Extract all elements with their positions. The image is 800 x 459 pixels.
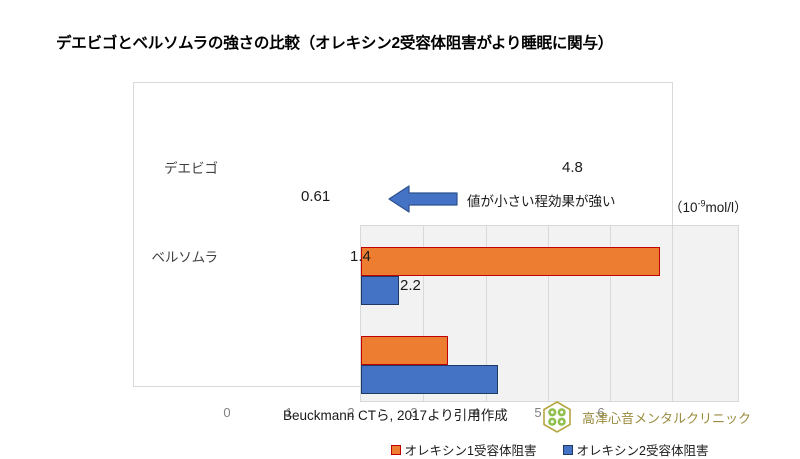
category-label-belsomra: ベルソムラ (151, 250, 218, 265)
bar-belsomra-orexin1[interactable] (361, 336, 448, 365)
xtick-5: 5 (534, 405, 542, 420)
xtick-1: 1 (285, 405, 293, 420)
xtick-4: 4 (472, 405, 480, 420)
bar-value-belsomra-orexin2: 2.2 (400, 277, 421, 294)
bar-debigo-orexin2[interactable] (361, 276, 399, 305)
bar-value-belsomra-orexin1: 1.4 (350, 248, 371, 265)
chart-container: 値が小さい程効果が強い （10-9mol/l） 4.8 0.61 1.4 2.2… (133, 82, 748, 458)
plot-area (360, 225, 739, 402)
bar-debigo-orexin1[interactable] (361, 247, 660, 276)
gridline-2 (485, 226, 487, 401)
gridline-4 (610, 226, 611, 401)
unit-suffix: mol/l） (705, 200, 748, 215)
clinic-logo: 高津心音メンタルクリニック (540, 400, 751, 434)
bar-belsomra-orexin2[interactable] (361, 365, 498, 394)
gridline-5 (672, 226, 674, 401)
gridline-1 (423, 226, 425, 401)
xtick-2: 2 (347, 405, 355, 420)
arrow-annotation-label: 値が小さい程効果が強い (467, 194, 616, 209)
category-label-debigo: デエビゴ (164, 161, 218, 176)
bar-value-debigo-orexin1: 4.8 (562, 159, 583, 176)
xtick-3: 3 (410, 405, 418, 420)
unit-label: （10-9mol/l） (669, 196, 748, 216)
xtick-6: 6 (597, 405, 605, 420)
xtick-0: 0 (223, 405, 231, 420)
citation-text: Beuckmann CTら, 2017より引用作成 (283, 408, 508, 423)
page-title: デエビゴとベルソムラの強さの比較（オレキシン2受容体阻害がより睡眠に関与） (56, 35, 614, 52)
left-arrow-icon (387, 184, 459, 214)
clover-hexagon-logo-icon (543, 401, 571, 433)
unit-exponent: -9 (697, 198, 706, 209)
unit-prefix: （10 (669, 200, 698, 215)
bar-value-debigo-orexin2: 0.61 (301, 188, 331, 205)
gridline-3 (547, 226, 549, 401)
clinic-name-label: 高津心音メンタルクリニック (582, 410, 752, 426)
